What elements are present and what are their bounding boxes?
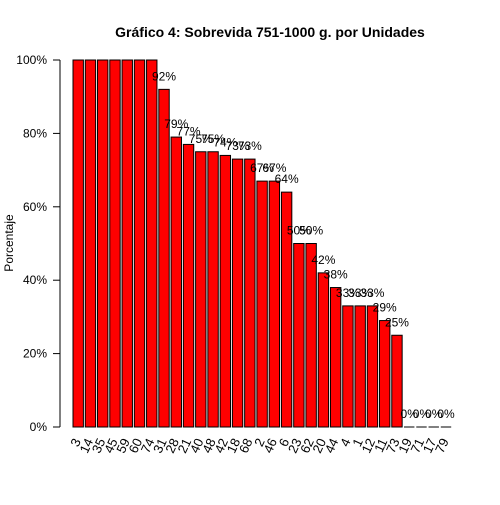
bar	[280, 191, 293, 428]
bar	[305, 243, 317, 428]
data-label: 79%	[164, 117, 188, 131]
x-tick-label: 73	[383, 436, 403, 455]
data-label: 0%	[413, 407, 431, 421]
x-tick-label: 46	[260, 436, 280, 455]
bar	[170, 136, 182, 428]
data-label: 64%	[275, 172, 299, 186]
bar	[97, 59, 109, 428]
bar	[146, 59, 158, 428]
x-tick-label: 40	[187, 436, 207, 455]
y-tick-label: 100%	[16, 53, 47, 67]
data-label: 33%	[360, 286, 384, 300]
data-label: 25%	[385, 315, 409, 329]
x-tick-label: 44	[322, 436, 342, 455]
y-tick-label: 40%	[23, 273, 47, 287]
x-tick-label: 74	[138, 436, 158, 455]
x-tick-label: 17	[420, 436, 440, 455]
data-label: 67%	[262, 161, 286, 175]
x-tick-label: 42	[211, 436, 231, 455]
data-label: 33%	[336, 286, 360, 300]
bar	[293, 243, 305, 428]
x-tick-label: 68	[236, 436, 256, 455]
data-label: 73%	[238, 139, 262, 153]
bar	[84, 59, 97, 428]
x-tick-label: 18	[224, 436, 244, 455]
data-label: 92%	[152, 69, 176, 83]
y-axis-label: Porcentaje	[2, 214, 16, 272]
bar	[219, 154, 232, 428]
bar	[182, 143, 195, 428]
x-tick-label: 23	[285, 436, 305, 455]
x-tick-label: 79	[432, 436, 452, 455]
y-tick-label: 0%	[30, 420, 48, 434]
data-label: 0%	[437, 407, 455, 421]
bar	[207, 151, 219, 428]
x-tick-label: 28	[162, 436, 182, 455]
x-tick-label: 62	[297, 436, 317, 455]
bar	[391, 334, 403, 428]
bar	[158, 88, 170, 428]
data-label: 0%	[401, 407, 419, 421]
x-tick-label: 48	[199, 436, 219, 455]
x-tick-label: 71	[407, 436, 427, 455]
data-label: 38%	[324, 268, 348, 282]
bar	[231, 158, 244, 428]
bar	[195, 151, 207, 428]
bar	[317, 272, 330, 428]
x-tick-label: 19	[395, 436, 415, 455]
x-tick-label: 11	[371, 436, 390, 455]
data-label: 67%	[250, 161, 274, 175]
bar	[329, 287, 342, 428]
x-tick-label: 45	[101, 436, 121, 455]
bar	[133, 59, 146, 428]
bar	[109, 59, 121, 428]
y-tick-label: 20%	[23, 347, 47, 361]
x-tick-label: 20	[309, 436, 329, 455]
bar	[379, 320, 391, 428]
data-label: 73%	[226, 139, 250, 153]
data-labels-group: 92%79%77%75%75%74%73%73%67%67%64%50%50%4…	[152, 69, 455, 421]
bar	[354, 305, 366, 428]
bar	[366, 305, 379, 428]
bar	[268, 180, 281, 428]
y-tick-label: 60%	[23, 200, 47, 214]
bar	[256, 180, 268, 428]
data-label: 33%	[348, 286, 372, 300]
data-label: 75%	[189, 132, 213, 146]
data-label: 50%	[287, 224, 311, 238]
data-label: 50%	[299, 224, 323, 238]
bar	[244, 158, 256, 428]
x-tick-label: 59	[113, 436, 133, 455]
bar	[121, 59, 133, 428]
data-label: 74%	[213, 135, 237, 149]
x-tick-label: 35	[89, 436, 109, 455]
data-label: 29%	[373, 301, 397, 315]
x-tick-label: 14	[76, 436, 96, 455]
y-tick-label: 80%	[23, 126, 47, 140]
data-label: 0%	[425, 407, 443, 421]
x-tick-label: 31	[150, 436, 170, 455]
x-tick-label: 60	[126, 436, 146, 455]
x-tick-labels-group: 3143545596074312821404842186824662362204…	[67, 436, 451, 455]
y-axis: 0% 20% 40% 60% 80% 100%	[16, 53, 61, 434]
bar	[72, 59, 84, 428]
data-label: 42%	[311, 253, 335, 267]
x-tick-label: 21	[175, 436, 195, 455]
bars-group	[72, 59, 452, 428]
chart-title: Gráfico 4: Sobrevida 751-1000 g. por Uni…	[115, 24, 425, 40]
x-tick-label: 12	[358, 436, 378, 455]
data-label: 77%	[177, 124, 201, 138]
bar	[342, 305, 354, 428]
data-label: 75%	[201, 132, 225, 146]
